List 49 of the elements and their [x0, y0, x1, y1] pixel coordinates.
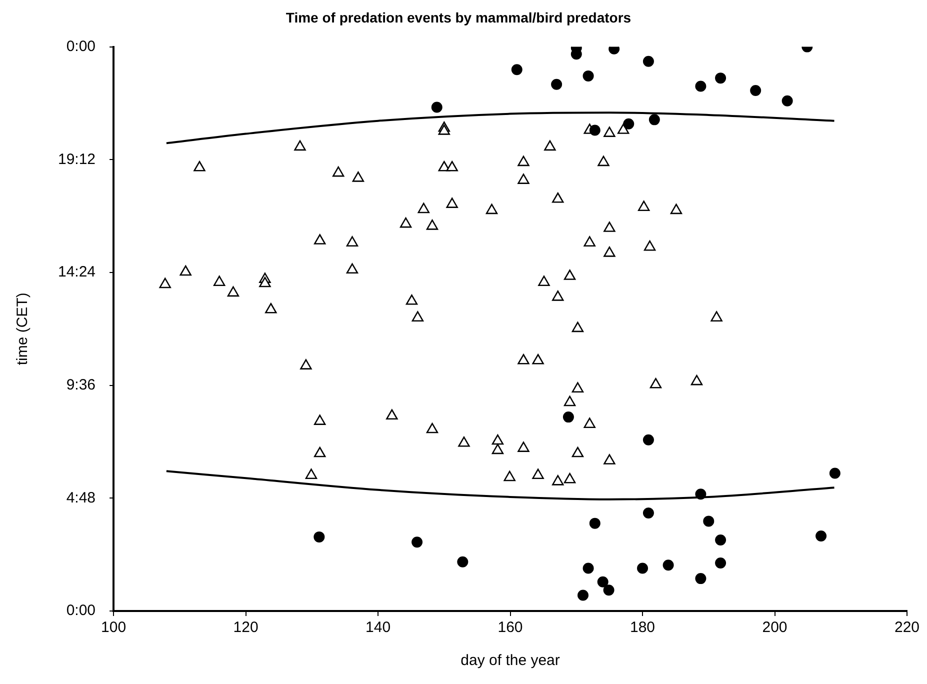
- point: [431, 102, 442, 113]
- point: [829, 468, 840, 479]
- x-tick-label: 160: [498, 619, 523, 636]
- point: [551, 78, 562, 90]
- point: [695, 80, 706, 92]
- point: [457, 556, 468, 568]
- x-tick-label: 140: [366, 619, 391, 636]
- point: [511, 64, 522, 76]
- y-tick-label: 9:36: [66, 376, 96, 394]
- x-tick-label: 100: [101, 619, 126, 636]
- point: [715, 534, 726, 546]
- point: [642, 434, 654, 446]
- point: [589, 124, 600, 136]
- point: [782, 95, 793, 106]
- point: [623, 118, 634, 130]
- x-axis-title: day of the year: [460, 652, 560, 670]
- point: [603, 584, 614, 596]
- line-series: [165, 470, 836, 500]
- x-tick-label: 200: [762, 619, 788, 636]
- point: [637, 562, 648, 574]
- y-tick-label: 19:12: [58, 150, 96, 168]
- point: [578, 590, 589, 601]
- point: [642, 507, 654, 518]
- point: [715, 72, 726, 84]
- point: [314, 531, 325, 542]
- x-tick-label: 120: [233, 619, 258, 636]
- point: [703, 516, 714, 527]
- point: [662, 560, 674, 571]
- point: [589, 518, 600, 529]
- y-tick-label: 4:48: [66, 489, 96, 506]
- point: [715, 558, 726, 569]
- point: [816, 530, 827, 542]
- y-tick-label: 0:00: [66, 38, 96, 55]
- y-axis-title: time (CET): [14, 292, 32, 366]
- point: [597, 576, 608, 588]
- point: [648, 114, 660, 126]
- line-series: [165, 112, 836, 144]
- point: [642, 56, 654, 67]
- x-tick-label: 180: [630, 619, 656, 636]
- point: [750, 85, 762, 96]
- y-tick-label: 14:24: [58, 264, 96, 281]
- point: [412, 536, 423, 548]
- chart-title: Time of predation events by mammal/bird predators: [286, 9, 632, 26]
- point: [562, 412, 574, 423]
- point: [695, 573, 706, 584]
- point: [582, 70, 594, 82]
- x-tick-label: 220: [894, 619, 920, 636]
- y-tick-label: 0:00: [66, 602, 96, 620]
- point: [582, 562, 594, 574]
